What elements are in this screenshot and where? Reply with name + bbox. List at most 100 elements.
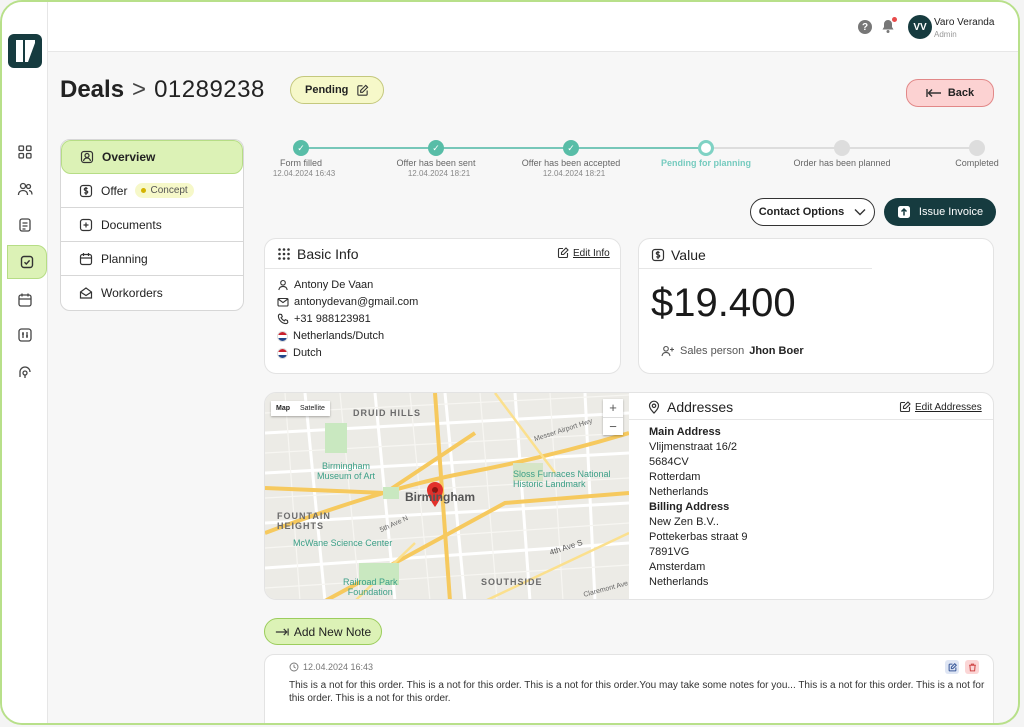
progress-stepper: ✓ Form filled 12.04.2024 16:43 ✓ Offer h… (264, 136, 1004, 186)
upload-icon (897, 206, 910, 218)
sidebar-item-customers[interactable] (13, 177, 37, 201)
add-document-icon (79, 218, 93, 231)
divider (639, 268, 872, 269)
value-header: Value (651, 247, 706, 263)
map-canvas (265, 393, 629, 599)
concept-badge: Concept (135, 183, 194, 198)
tab-label: Workorders (101, 286, 163, 300)
breadcrumb-separator: > (132, 76, 147, 103)
support-icon (19, 366, 31, 378)
bell-icon[interactable] (880, 18, 896, 34)
arrow-right-icon (275, 628, 289, 635)
zoom-in-button[interactable]: + (609, 400, 617, 415)
sidebar-item-tools[interactable] (13, 323, 37, 347)
user-icon (278, 279, 288, 291)
note-date: 12.04.2024 16:43 (303, 662, 374, 672)
issue-invoice-button[interactable]: Issue Invoice (884, 198, 996, 226)
tab-label: Documents (101, 217, 162, 232)
edit-info-label: Edit Info (573, 247, 610, 259)
document-icon (19, 218, 31, 232)
contact-name: Antony De Vaan (294, 279, 374, 291)
edit-addresses-label: Edit Addresses (915, 401, 982, 413)
progress-line-done (301, 147, 706, 149)
deal-number: 01289238 (154, 76, 265, 103)
clock-icon (289, 662, 299, 672)
address-line: Pottekerbas straat 9 (649, 531, 748, 543)
note-item: 12.04.2024 16:43 This is a not for this … (264, 654, 994, 723)
address-line: Amsterdam (649, 561, 706, 573)
contact-options-dropdown[interactable]: Contact Options (750, 198, 875, 226)
grid-icon (18, 145, 32, 159)
map-address-card: Map Satellite + − DRUID HILLS Birmingham… (264, 392, 994, 600)
map-label: FOUNTAIN HEIGHTS (277, 511, 331, 531)
page-title: Deals > 01289238 (60, 76, 265, 104)
calendar-icon (18, 293, 32, 307)
step-date: 12.04.2024 18:21 (542, 169, 606, 178)
satellite-tab[interactable]: Satellite (300, 405, 325, 412)
edit-icon (948, 662, 957, 671)
addresses-header: Addresses (647, 399, 733, 415)
dollar-icon (651, 248, 665, 262)
tab-overview[interactable]: Overview (61, 140, 243, 174)
contact-email[interactable]: antonydevan@gmail.com (294, 296, 419, 308)
map-view[interactable]: Map Satellite + − DRUID HILLS Birmingham… (265, 393, 629, 599)
help-icon[interactable]: ? (858, 20, 872, 34)
back-button[interactable]: Back (906, 79, 994, 107)
note-date-row: 12.04.2024 16:43 (289, 662, 373, 672)
step-label: Pending for planning (661, 158, 751, 168)
salesperson-row: Sales person Jhon Boer (661, 345, 804, 357)
user-role: Admin (934, 30, 957, 39)
value-card: Value $19.400 Sales person Jhon Boer (638, 238, 994, 374)
notification-dot (892, 17, 897, 22)
zoom-out-button[interactable]: − (603, 417, 623, 435)
sidebar-item-deals[interactable] (7, 245, 47, 279)
breadcrumb-section[interactable]: Deals (60, 76, 125, 103)
contact-phone[interactable]: +31 988123981 (294, 313, 371, 325)
edit-info-link[interactable]: Edit Info (557, 247, 610, 259)
mail-icon (277, 297, 289, 307)
zoom-controls: + − (603, 399, 623, 435)
note-delete-button[interactable] (965, 660, 979, 674)
brand-logo[interactable] (8, 34, 42, 68)
sidebar (2, 2, 48, 723)
step-marker: ✓ (563, 140, 579, 156)
sidebar-item-calendar[interactable] (13, 288, 37, 312)
edit-addresses-link[interactable]: Edit Addresses (899, 401, 982, 413)
sidebar-item-support[interactable] (13, 360, 37, 384)
contact-nationality-row: Netherlands/Dutch (277, 330, 384, 342)
tab-documents[interactable]: Documents (61, 208, 243, 242)
address-line: New Zen B.V.. (649, 516, 719, 528)
addresses-panel: Addresses Edit Addresses Main Address Vl… (629, 393, 993, 599)
basic-info-header: Basic Info (277, 246, 358, 262)
tab-planning[interactable]: Planning (61, 242, 243, 276)
tab-workorders[interactable]: Workorders (61, 276, 243, 310)
status-badge[interactable]: Pending (290, 76, 385, 104)
sidebar-item-dashboard[interactable] (13, 140, 37, 164)
address-line: 7891VG (649, 546, 690, 558)
address-line: Netherlands (649, 486, 709, 498)
netherlands-flag-icon (277, 347, 288, 359)
edit-icon (899, 401, 911, 413)
dots-grid-icon (278, 248, 290, 260)
map-label: Sloss Furnaces National Historic Landmar… (513, 469, 611, 489)
address-line: Rotterdam (649, 471, 701, 483)
step-label: Order has been planned (793, 158, 891, 168)
avatar[interactable]: VV (908, 15, 932, 39)
tab-label: Offer (101, 183, 128, 198)
note-edit-button[interactable] (945, 660, 959, 674)
addresses-title: Addresses (667, 399, 734, 415)
map-tab[interactable]: Map (276, 405, 290, 412)
map-label: DRUID HILLS (353, 408, 421, 418)
add-note-button[interactable]: Add New Note (264, 618, 382, 645)
map-label: SOUTHSIDE (481, 577, 543, 587)
basic-info-title: Basic Info (297, 246, 359, 262)
step-marker: ✓ (428, 140, 444, 156)
sidebar-item-documents[interactable] (13, 213, 37, 237)
edit-icon (557, 247, 569, 259)
clipboard-check-icon (20, 255, 34, 269)
address-line: 5684CV (649, 456, 689, 468)
tab-offer[interactable]: Offer Concept (61, 174, 243, 208)
envelope-open-icon (79, 287, 93, 299)
salesperson-name: Jhon Boer (749, 345, 804, 357)
